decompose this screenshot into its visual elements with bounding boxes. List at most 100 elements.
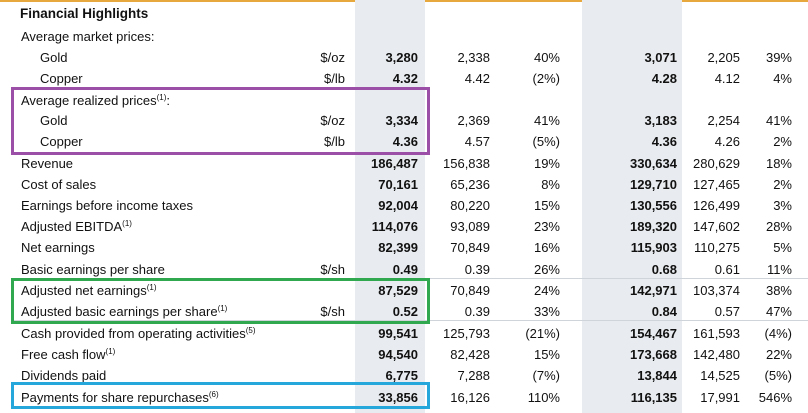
row-unit: $/oz (320, 50, 345, 65)
cell-quarter-change: 19% (533, 156, 560, 171)
row-label: Cost of sales (21, 177, 96, 192)
cell-prior-quarter: 80,220 (450, 198, 490, 213)
cell-current-ytd: 173,668 (630, 347, 677, 362)
row-label-text: Adjusted net earnings (21, 283, 147, 298)
cell-prior-quarter: 65,236 (450, 177, 490, 192)
cell-quarter-change: 23% (533, 219, 560, 234)
row-label-text: Copper (40, 71, 83, 86)
row-label: Dividends paid (21, 368, 106, 383)
row-label-text: Adjusted EBITDA (21, 219, 123, 234)
cell-quarter-change: 33% (533, 304, 560, 319)
cell-prior-quarter: 4.42 (464, 71, 490, 86)
row-unit: $/oz (320, 113, 345, 128)
cell-prior-quarter: 70,849 (450, 240, 490, 255)
footnote-marker: (1) (146, 283, 157, 292)
cell-quarter-change: 110% (527, 390, 560, 405)
cell-current-ytd: 115,903 (630, 240, 677, 255)
cell-current-ytd: 130,556 (630, 198, 677, 213)
cell-current-quarter: 70,161 (378, 177, 418, 192)
cell-quarter-change: 40% (533, 50, 560, 65)
label-suffix: : (166, 93, 171, 108)
cell-current-ytd: 142,971 (630, 283, 677, 298)
cell-current-ytd: 154,467 (630, 326, 677, 341)
cell-prior-ytd: 4.12 (714, 71, 740, 86)
cell-prior-quarter: 7,288 (457, 368, 490, 383)
shaded-column-current-quarter (355, 0, 425, 413)
cell-ytd-change: 3% (773, 198, 792, 213)
row-label-text: Free cash flow (21, 347, 106, 362)
cell-ytd-change: 18% (765, 156, 792, 171)
cell-current-ytd: 3,071 (644, 50, 677, 65)
cell-quarter-change: 16% (533, 240, 560, 255)
cell-ytd-change: 22% (765, 347, 792, 362)
cell-quarter-change: 8% (541, 177, 560, 192)
cell-ytd-change: (4%) (764, 326, 792, 341)
cell-current-quarter: 4.32 (392, 71, 418, 86)
cell-prior-quarter: 156,838 (443, 156, 490, 171)
footnote-marker: (1) (156, 93, 167, 102)
cell-prior-ytd: 17,991 (700, 390, 740, 405)
cell-prior-quarter: 82,428 (450, 347, 490, 362)
cell-prior-quarter: 2,338 (457, 50, 490, 65)
row-label: Cash provided from operating activities(… (21, 326, 256, 341)
cell-ytd-change: 47% (765, 304, 792, 319)
cell-prior-quarter: 0.39 (464, 304, 490, 319)
cell-current-quarter: 3,280 (385, 50, 418, 65)
cell-quarter-change: 26% (533, 262, 560, 277)
row-label: Copper (40, 134, 83, 149)
row-label: Net earnings (21, 240, 95, 255)
table-row: Gold $/oz 3,280 2,338 40% 3,071 2,205 39% (0, 46, 808, 67)
cell-quarter-change: (5%) (532, 134, 560, 149)
table-row: Cash provided from operating activities(… (0, 322, 808, 343)
cell-prior-ytd: 2,254 (707, 113, 740, 128)
cell-prior-ytd: 4.26 (714, 134, 740, 149)
cell-current-ytd: 189,320 (630, 219, 677, 234)
table-row: Adjusted basic earnings per share(1) $/sh… (0, 300, 808, 321)
footnote-marker: (1) (217, 304, 228, 313)
row-unit: $/lb (324, 134, 345, 149)
cell-prior-ytd: 2,205 (707, 50, 740, 65)
cell-current-quarter: 3,334 (385, 113, 418, 128)
table-row: Free cash flow(1) 94,540 82,428 15% 173,668 1… (0, 343, 808, 364)
table-title: Financial Highlights (20, 6, 149, 21)
row-label: Adjusted net earnings(1) (21, 283, 157, 298)
cell-quarter-change: (2%) (532, 71, 560, 86)
cell-current-quarter: 0.52 (392, 304, 418, 319)
cell-current-ytd: 3,183 (644, 113, 677, 128)
cell-prior-ytd: 103,374 (693, 283, 740, 298)
cell-quarter-change: 15% (533, 198, 560, 213)
cell-quarter-change: 24% (533, 283, 560, 298)
cell-current-quarter: 6,775 (385, 368, 418, 383)
cell-prior-ytd: 147,602 (693, 219, 740, 234)
highlight-box-adjusted-earnings (11, 278, 430, 324)
table-row: Payments for share repurchases(6) 33,856 1… (0, 386, 808, 407)
cell-ytd-change: 11% (766, 262, 792, 277)
cell-prior-ytd: 14,525 (700, 368, 740, 383)
row-label: Copper (40, 71, 83, 86)
cell-current-quarter: 186,487 (371, 156, 418, 171)
cell-current-ytd: 129,710 (630, 177, 677, 192)
cell-current-quarter: 33,856 (378, 390, 418, 405)
footnote-marker: (1) (122, 219, 132, 228)
footnote-marker: (5) (245, 326, 256, 335)
row-label-text: Dividends paid (21, 368, 107, 383)
row-unit: $/sh (320, 262, 345, 277)
row-label: Gold (40, 50, 67, 65)
row-label-text: Copper (40, 134, 83, 149)
cell-prior-quarter: 70,849 (450, 283, 490, 298)
cell-current-ytd: 116,135 (630, 390, 677, 405)
row-label-text: Cost of sales (21, 177, 97, 192)
cell-prior-ytd: 127,465 (693, 177, 740, 192)
cell-ytd-change: 5% (773, 240, 792, 255)
table-row: Gold $/oz 3,334 2,369 41% 3,183 2,254 41% (0, 109, 808, 130)
row-label: Revenue (21, 156, 73, 171)
table-row: Cost of sales 70,161 65,236 8% 129,710 127,46… (0, 173, 808, 194)
cell-ytd-change: 546% (758, 390, 792, 405)
table-row: Adjusted EBITDA(1) 114,076 93,089 23% 189,32… (0, 215, 808, 236)
cell-prior-ytd: 126,499 (693, 198, 740, 213)
cell-current-quarter: 99,541 (378, 326, 418, 341)
row-label-text: Revenue (21, 156, 74, 171)
table-row: Average realized prices(1): (0, 89, 808, 110)
cell-current-ytd: 4.28 (651, 71, 677, 86)
cell-current-ytd: 330,634 (630, 156, 677, 171)
